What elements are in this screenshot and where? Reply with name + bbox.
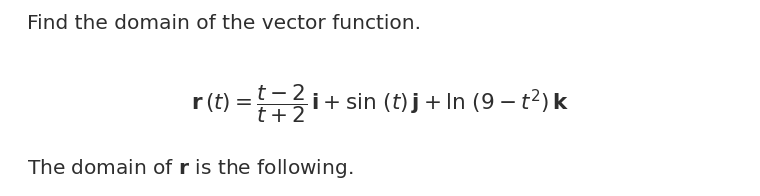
Text: $\mathbf{r}\,(t) = \dfrac{t-2}{t+2}\,\mathbf{i} + \sin\,(t)\,\mathbf{j} + \ln\,(: $\mathbf{r}\,(t) = \dfrac{t-2}{t+2}\,\ma…: [191, 82, 569, 125]
Text: Find the domain of the vector function.: Find the domain of the vector function.: [27, 14, 420, 33]
Text: The domain of $\mathbf{r}$ is the following.: The domain of $\mathbf{r}$ is the follow…: [27, 157, 353, 180]
